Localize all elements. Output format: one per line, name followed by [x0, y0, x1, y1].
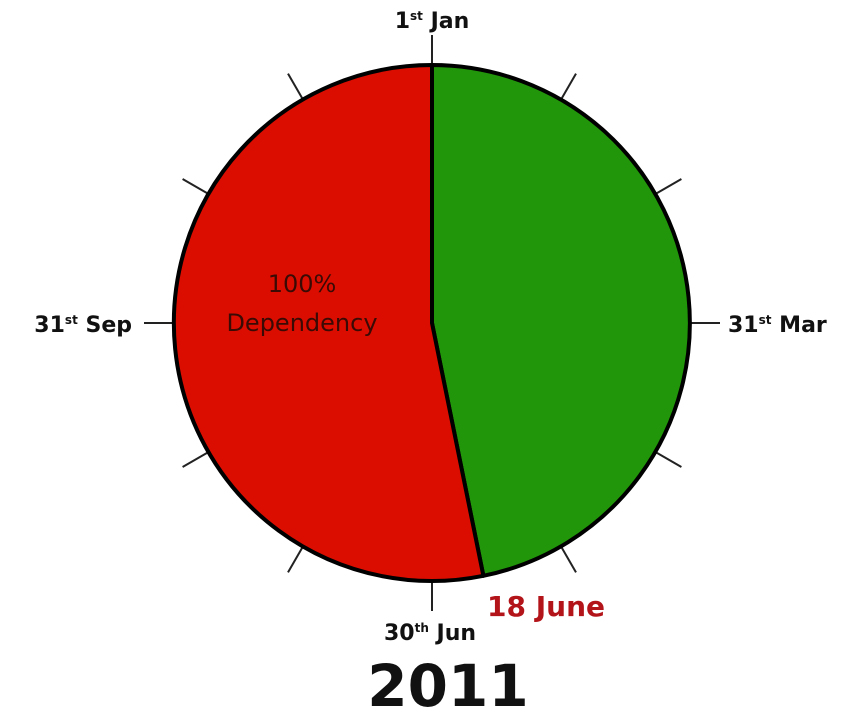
green-wedge — [430, 63, 692, 578]
center-text-2: Dependency — [226, 309, 377, 337]
ticks — [144, 35, 720, 611]
label-sep: 31st Sep — [34, 313, 132, 338]
tick — [287, 73, 304, 101]
tick — [560, 73, 577, 101]
label-mar: 31st Mar — [728, 313, 827, 338]
red-wedge — [171, 63, 486, 583]
tick — [560, 545, 577, 573]
tick — [654, 178, 682, 195]
marker-label: 18 June — [487, 590, 605, 623]
tick — [287, 545, 304, 573]
tick — [182, 178, 210, 195]
label-jun: 30th Jun — [384, 621, 476, 646]
year: 2011 — [367, 652, 528, 711]
label-jan: 1st Jan — [395, 9, 470, 34]
tick — [654, 451, 682, 468]
tick — [182, 451, 210, 468]
center-text-1: 100% — [268, 270, 337, 298]
